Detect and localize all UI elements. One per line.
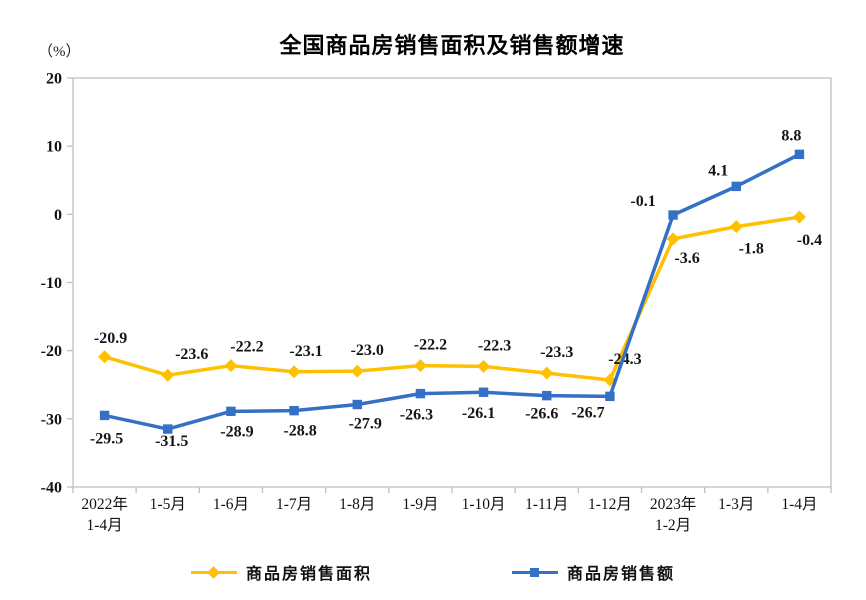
sales-data-label: -0.1 xyxy=(630,193,655,210)
area-data-label: -23.3 xyxy=(540,344,573,361)
legend-item-sales: 商品房销售额 xyxy=(512,560,675,584)
area-data-label: -22.3 xyxy=(478,337,511,354)
y-tick-label: -20 xyxy=(41,343,62,360)
square-marker-icon xyxy=(794,149,805,160)
sales-data-label: -26.7 xyxy=(571,404,604,421)
area-data-label: -23.6 xyxy=(175,346,208,363)
area-data-label: -0.4 xyxy=(797,232,822,249)
x-category-label: 1-3月 xyxy=(718,496,754,513)
x-category-label: 1-8月 xyxy=(339,496,375,513)
square-marker-icon xyxy=(542,390,552,401)
diamond-marker-icon xyxy=(666,232,680,246)
square-marker-icon xyxy=(289,405,299,416)
diamond-marker-icon xyxy=(350,364,364,378)
x-category-label: 1-6月 xyxy=(213,496,249,513)
sales-data-label: -26.3 xyxy=(400,407,433,424)
sales-data-label: -28.9 xyxy=(220,423,253,440)
diamond-marker-icon xyxy=(540,366,554,380)
diamond-marker-icon xyxy=(98,350,112,364)
y-tick-label: 0 xyxy=(54,207,62,224)
area-data-label: -23.1 xyxy=(289,343,322,360)
area-data-label: -23.0 xyxy=(351,342,384,359)
x-category-label: 1-12月 xyxy=(588,496,632,513)
sales-data-label: -31.5 xyxy=(155,433,188,450)
sales-data-label: -26.6 xyxy=(525,406,558,423)
square-marker-icon xyxy=(478,387,489,397)
y-tick-label: -30 xyxy=(41,411,62,428)
area-data-label: -20.9 xyxy=(94,330,127,347)
diamond-marker-icon xyxy=(729,220,743,234)
legend-label-area: 商品房销售面积 xyxy=(245,566,372,583)
area-series-swatch xyxy=(190,565,237,579)
sales-series-line xyxy=(102,152,802,431)
square-marker-icon xyxy=(605,391,615,402)
square-marker-icon xyxy=(99,410,110,421)
x-category-label: 1-5月 xyxy=(150,496,186,513)
x-category-label: 1-7月 xyxy=(276,496,312,513)
x-category-label: 1-2月 xyxy=(655,517,691,534)
y-tick-label: 10 xyxy=(46,139,62,156)
square-marker-icon xyxy=(163,424,173,434)
legend-label-sales: 商品房销售额 xyxy=(567,566,676,583)
area-data-label: -22.2 xyxy=(414,337,447,354)
y-tick-label: -10 xyxy=(41,275,62,292)
y-tick-label: 20 xyxy=(46,71,62,88)
sales-data-label: 8.8 xyxy=(781,127,801,144)
sales-data-label: -26.1 xyxy=(462,405,495,422)
area-data-label: -22.2 xyxy=(230,339,263,356)
x-category-label: 2022年 xyxy=(81,495,128,513)
x-category-label: 1-4月 xyxy=(86,517,122,534)
diamond-marker-icon xyxy=(207,565,220,579)
area-data-label: -24.3 xyxy=(608,351,641,368)
x-category-label: 1-11月 xyxy=(525,496,568,513)
area-data-label: -1.8 xyxy=(739,241,764,258)
square-marker-icon xyxy=(731,181,741,192)
diamond-marker-icon xyxy=(224,359,238,373)
diamond-marker-icon xyxy=(413,359,427,373)
x-category-label: 1-4月 xyxy=(781,496,817,513)
legend: 商品房销售面积 商品房销售额 xyxy=(0,560,866,584)
plot-border xyxy=(72,77,832,488)
chart-title: 全国商品房销售面积及销售额增速 xyxy=(279,33,625,58)
square-marker-icon xyxy=(415,388,426,399)
sales-data-label: 4.1 xyxy=(708,162,728,179)
area-series-line xyxy=(102,215,802,382)
sales-series-swatch xyxy=(512,566,558,579)
square-marker-icon xyxy=(668,210,678,220)
x-category-label: 2023年 xyxy=(650,495,697,513)
x-category-label: 1-10月 xyxy=(462,496,506,513)
diamond-marker-icon xyxy=(477,359,491,373)
square-marker-icon xyxy=(226,406,236,417)
square-marker-icon xyxy=(352,399,362,410)
legend-item-area: 商品房销售面积 xyxy=(190,560,372,584)
diamond-marker-icon xyxy=(161,368,175,382)
y-tick-label: -40 xyxy=(41,480,62,497)
x-category-label: 1-9月 xyxy=(402,496,438,513)
sales-data-label: -29.5 xyxy=(90,430,123,447)
y-axis-unit-label: （%） xyxy=(38,44,81,60)
diamond-marker-icon xyxy=(792,210,806,224)
area-data-label: -3.6 xyxy=(674,250,699,267)
diamond-marker-icon xyxy=(287,365,301,379)
square-marker-icon xyxy=(530,567,539,577)
sales-data-label: -27.9 xyxy=(349,416,382,433)
sales-data-label: -28.8 xyxy=(283,423,316,440)
